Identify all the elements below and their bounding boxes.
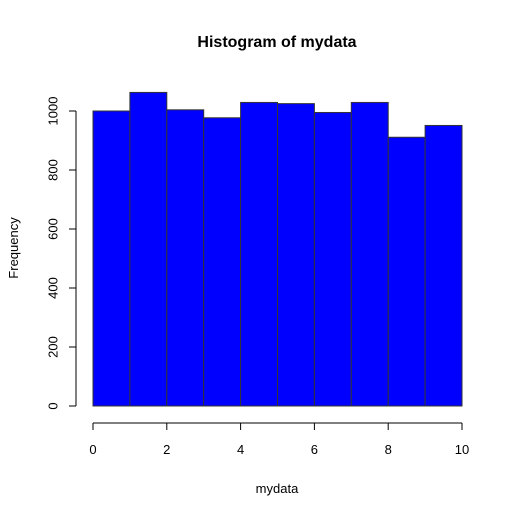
y-axis-label: Frequency (6, 217, 21, 279)
x-tick-label: 0 (89, 442, 96, 457)
histogram-bar (424, 124, 463, 407)
y-tick-label: 400 (45, 277, 60, 299)
x-tick-label: 4 (237, 442, 244, 457)
histogram-bar (92, 110, 131, 407)
histogram-bar (203, 117, 242, 407)
x-tick-label: 6 (311, 442, 318, 457)
y-tick-label: 600 (45, 218, 60, 240)
histogram-bar (166, 109, 205, 407)
y-tick-label: 0 (45, 402, 60, 409)
histogram-bar (277, 103, 315, 407)
x-tick-label: 10 (455, 442, 469, 457)
y-axis: 0 200 400 600 800 1000 (45, 97, 77, 410)
x-axis: 0 2 4 6 8 10 (89, 422, 469, 457)
y-tick-label: 1000 (45, 97, 60, 126)
y-tick-label: 800 (45, 159, 60, 181)
bars-group (92, 91, 463, 407)
histogram-bar (313, 111, 352, 407)
histogram-bar (129, 91, 168, 407)
x-tick-label: 8 (385, 442, 392, 457)
chart-title: Histogram of mydata (197, 34, 356, 51)
histogram-bar (387, 136, 426, 407)
y-tick-label: 200 (45, 336, 60, 358)
x-tick-label: 2 (163, 442, 170, 457)
histogram-bar (350, 101, 389, 407)
histogram-bar (240, 101, 279, 407)
x-axis-label: mydata (256, 481, 299, 496)
